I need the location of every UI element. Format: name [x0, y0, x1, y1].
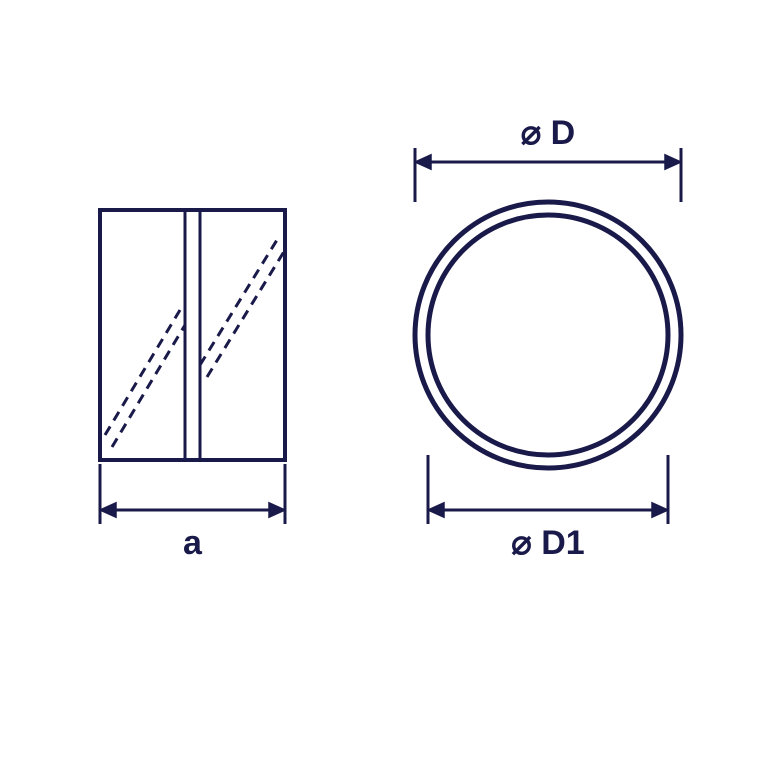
drawing-canvas: a ⌀ D ⌀ D1: [0, 0, 758, 758]
damper-flap-line: [105, 310, 180, 435]
diagram-svg: a ⌀ D ⌀ D1: [0, 0, 758, 758]
side-view-outline: [100, 210, 285, 460]
damper-flap-line: [207, 250, 285, 377]
outer-diameter-circle: [415, 202, 681, 468]
damper-flap-line: [200, 235, 280, 365]
dimension-label-a: a: [183, 524, 203, 562]
dimension-label-d: ⌀ D: [521, 114, 575, 152]
dimension-label-d1: ⌀ D1: [511, 524, 584, 562]
inner-diameter-circle: [428, 215, 668, 455]
damper-flap-line: [112, 325, 185, 447]
